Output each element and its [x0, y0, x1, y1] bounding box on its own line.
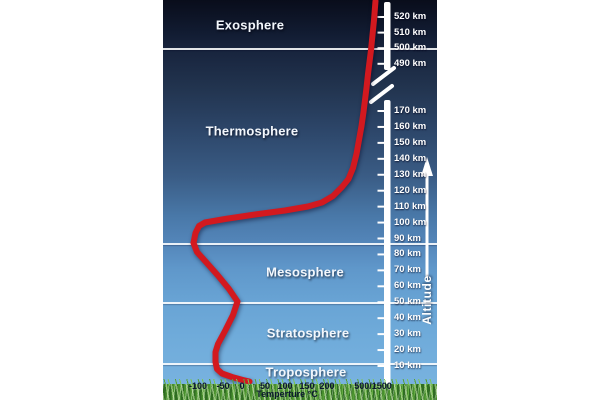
scale-break-icon — [369, 66, 396, 104]
altitude-tick-label: 150 km — [394, 136, 427, 148]
altitude-tick-label: 170 km — [394, 105, 427, 116]
temperature-tick-label: 500/1500 — [354, 381, 392, 391]
diagram-canvas: Exosphere Thermosphere Mesosphere Strato… — [163, 0, 437, 400]
temperature-tick-label: -100 — [188, 381, 208, 391]
altitude-tick-label: 100 km — [394, 216, 427, 228]
layer-boundary-line — [163, 243, 437, 245]
temperature-tick-label: 0 — [239, 381, 245, 391]
altitude-tick-label: 120 km — [394, 184, 427, 196]
altitude-tick-label: 50 km — [394, 296, 421, 308]
altitude-ruler-ticks — [377, 16, 391, 367]
altitude-ruler — [377, 2, 391, 384]
altitude-axis-label: Altitude — [420, 275, 434, 325]
layer-label-thermosphere: Thermosphere — [205, 123, 299, 139]
temperature-tick-label: 100 — [277, 381, 293, 391]
altitude-tick-label: 140 km — [394, 152, 427, 164]
layer-label-troposphere: Troposphere — [265, 364, 347, 380]
grass-strip — [163, 379, 437, 400]
diagram-graphics — [190, 0, 433, 385]
altitude-tick-label: 520 km — [394, 11, 427, 22]
layer-boundary-line — [163, 363, 437, 365]
altitude-tick-label: 500 km — [394, 42, 427, 54]
altitude-tick-label: 130 km — [394, 168, 427, 180]
altitude-tick-label: 110 km — [394, 200, 426, 212]
altitude-tick-label: 80 km — [394, 248, 421, 260]
layer-label-exosphere: Exosphere — [215, 17, 285, 33]
altitude-tick-label: 30 km — [394, 328, 421, 340]
layer-boundary-line — [163, 302, 437, 304]
temperature-tick-label: 150 — [299, 381, 315, 391]
altitude-tick-label: 510 km — [394, 26, 427, 38]
altitude-tick-label: 90 km — [394, 232, 421, 244]
altitude-tick-label: 160 km — [394, 120, 427, 132]
altitude-arrow-icon — [421, 157, 433, 277]
layer-boundary-line — [163, 48, 437, 50]
altitude-tick-label: 20 km — [394, 344, 421, 356]
layer-label-mesosphere: Mesosphere — [266, 264, 344, 280]
temperature-tick-label: 50 — [259, 381, 271, 391]
altitude-tick-label: 70 km — [394, 264, 421, 276]
layer-label-stratosphere: Stratosphere — [266, 325, 350, 341]
temperature-tick-label: 200 — [319, 381, 335, 391]
altitude-tick-label: 10 km — [394, 360, 421, 371]
temperature-tick-label: -50 — [216, 381, 230, 391]
altitude-tick-label: 40 km — [394, 312, 421, 324]
altitude-tick-label: 490 km — [394, 57, 427, 69]
altitude-tick-label: 60 km — [394, 280, 421, 292]
temperature-curve — [190, 0, 379, 385]
temperature-axis-title: Temperture °C — [256, 389, 318, 399]
